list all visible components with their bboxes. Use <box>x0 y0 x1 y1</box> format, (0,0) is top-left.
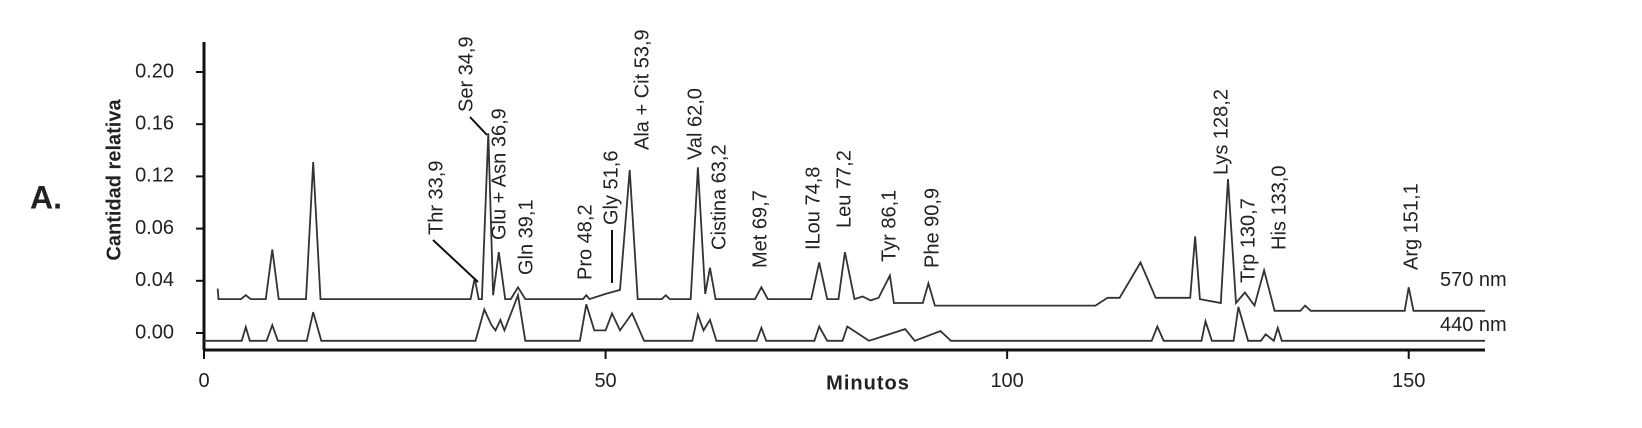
peak-label: Gln 39,1 <box>515 199 537 275</box>
y-axis-label: Cantidad relativa <box>103 99 125 261</box>
x-axis-label: Minutos <box>826 372 910 394</box>
x-tick-label: 0 <box>198 370 209 392</box>
x-tick-label: 100 <box>990 370 1023 392</box>
peak-label: Leu 77,2 <box>833 150 855 228</box>
x-tick-label: 50 <box>594 370 616 392</box>
peak-label: Tyr 86,1 <box>878 190 900 262</box>
peak-label: Lys 128,2 <box>1210 89 1232 175</box>
y-tick-label: 0.16 <box>135 112 174 134</box>
peak-label: Pro 48,2 <box>574 204 596 280</box>
series-label: 570 nm <box>1440 269 1507 291</box>
peak-label: Met 69,7 <box>749 190 771 268</box>
peak-label: His 133,0 <box>1268 166 1290 251</box>
leader-line <box>469 116 488 136</box>
y-tick-label: 0.06 <box>135 217 174 239</box>
peak-label: Ala + Cit 53,9 <box>631 29 653 150</box>
y-tick-label: 0.00 <box>135 321 174 343</box>
peak-label: Arg 151,1 <box>1400 183 1422 270</box>
peak-label: Gly 51,6 <box>600 151 622 225</box>
y-tick-label: 0.20 <box>135 60 174 82</box>
peak-label: Cistina 63,2 <box>708 144 730 250</box>
panel-label: A. <box>30 179 62 215</box>
series-label: 440 nm <box>1440 314 1507 336</box>
peak-label: Ser 34,9 <box>455 36 477 112</box>
leader-line <box>432 239 479 283</box>
x-tick-label: 150 <box>1392 370 1425 392</box>
peak-label: ILou 74,8 <box>802 167 824 250</box>
peak-label: Val 62,0 <box>684 88 706 160</box>
y-tick-label: 0.12 <box>135 165 174 187</box>
trace-line <box>216 133 1485 312</box>
peak-label: Thr 33,9 <box>425 161 447 235</box>
peak-label: Trp 130,7 <box>1237 198 1259 283</box>
y-tick-label: 0.04 <box>135 269 174 291</box>
peak-label: Glu + Asn 36,9 <box>488 108 510 240</box>
peak-label: Phe 90,9 <box>921 188 943 268</box>
trace-line <box>204 291 1485 343</box>
